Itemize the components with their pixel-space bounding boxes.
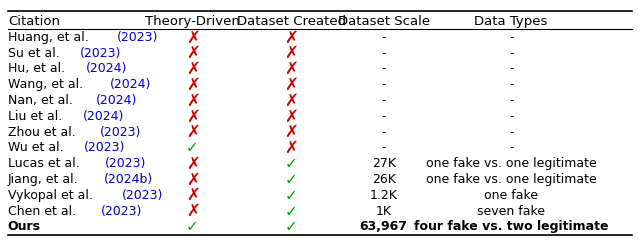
Text: four fake vs. two legitimate: four fake vs. two legitimate: [414, 220, 609, 233]
Text: ✗: ✗: [284, 76, 298, 94]
Text: ✓: ✓: [285, 172, 298, 187]
Text: Jiang, et al.: Jiang, et al.: [8, 173, 83, 186]
Text: -: -: [509, 94, 513, 107]
Text: ✗: ✗: [186, 44, 200, 62]
Text: (2023): (2023): [105, 157, 147, 170]
Text: Wu et al.: Wu et al.: [8, 141, 67, 154]
Text: (2023): (2023): [100, 126, 141, 139]
Text: ✗: ✗: [186, 60, 200, 78]
Text: 26K: 26K: [372, 173, 396, 186]
Text: seven fake: seven fake: [477, 205, 545, 218]
Text: (2023): (2023): [100, 205, 142, 218]
Text: ✗: ✗: [186, 92, 200, 110]
Text: -: -: [509, 141, 513, 154]
Text: (2024): (2024): [86, 62, 127, 75]
Text: ✗: ✗: [186, 107, 200, 125]
Text: ✗: ✗: [186, 155, 200, 173]
Text: 1K: 1K: [376, 205, 392, 218]
Text: -: -: [509, 126, 513, 139]
Text: Data Types: Data Types: [474, 15, 548, 28]
Text: -: -: [509, 62, 513, 75]
Text: ✓: ✓: [285, 188, 298, 203]
Text: ✗: ✗: [186, 123, 200, 141]
Text: Huang, et al.: Huang, et al.: [8, 31, 93, 44]
Text: -: -: [381, 141, 386, 154]
Text: ✗: ✗: [186, 76, 200, 94]
Text: ✗: ✗: [186, 171, 200, 188]
Text: ✗: ✗: [284, 123, 298, 141]
Text: ✓: ✓: [186, 219, 199, 234]
Text: Zhou et al.: Zhou et al.: [8, 126, 79, 139]
Text: ✗: ✗: [284, 44, 298, 62]
Text: one fake vs. one legitimate: one fake vs. one legitimate: [426, 157, 596, 170]
Text: Hu, et al.: Hu, et al.: [8, 62, 69, 75]
Text: Dataset Created: Dataset Created: [237, 15, 346, 28]
Text: ✗: ✗: [186, 186, 200, 204]
Text: (2023): (2023): [116, 31, 158, 44]
Text: Lucas et al.: Lucas et al.: [8, 157, 83, 170]
Text: 63,967: 63,967: [360, 220, 408, 233]
Text: ✗: ✗: [284, 92, 298, 110]
Text: -: -: [381, 94, 386, 107]
Text: Wang, et al.: Wang, et al.: [8, 78, 87, 91]
Text: (2023): (2023): [122, 189, 163, 202]
Text: -: -: [381, 126, 386, 139]
Text: one fake: one fake: [484, 189, 538, 202]
Text: (2024b): (2024b): [104, 173, 153, 186]
Text: 1.2K: 1.2K: [370, 189, 397, 202]
Text: (2024): (2024): [109, 78, 151, 91]
Text: -: -: [509, 110, 513, 123]
Text: (2023): (2023): [84, 141, 125, 154]
Text: ✗: ✗: [284, 107, 298, 125]
Text: -: -: [381, 47, 386, 60]
Text: ✗: ✗: [284, 28, 298, 46]
Text: Liu et al.: Liu et al.: [8, 110, 66, 123]
Text: -: -: [381, 62, 386, 75]
Text: (2024): (2024): [96, 94, 138, 107]
Text: -: -: [509, 78, 513, 91]
Text: -: -: [509, 47, 513, 60]
Text: ✓: ✓: [186, 140, 199, 155]
Text: ✗: ✗: [284, 60, 298, 78]
Text: -: -: [381, 78, 386, 91]
Text: Ours: Ours: [8, 220, 41, 233]
Text: Theory-Driven: Theory-Driven: [145, 15, 240, 28]
Text: Su et al.: Su et al.: [8, 47, 63, 60]
Text: Citation: Citation: [8, 15, 60, 28]
Text: Chen et al.: Chen et al.: [8, 205, 80, 218]
Text: -: -: [381, 31, 386, 44]
Text: ✗: ✗: [186, 202, 200, 220]
Text: Dataset Scale: Dataset Scale: [338, 15, 430, 28]
Text: 27K: 27K: [372, 157, 396, 170]
Text: one fake vs. one legitimate: one fake vs. one legitimate: [426, 173, 596, 186]
Text: Vykopal et al.: Vykopal et al.: [8, 189, 97, 202]
Text: ✗: ✗: [186, 28, 200, 46]
Text: ✗: ✗: [284, 139, 298, 157]
Text: (2023): (2023): [79, 47, 121, 60]
Text: ✓: ✓: [285, 204, 298, 219]
Text: Nan, et al.: Nan, et al.: [8, 94, 77, 107]
Text: ✓: ✓: [285, 219, 298, 234]
Text: -: -: [381, 110, 386, 123]
Text: ✓: ✓: [285, 156, 298, 171]
Text: -: -: [509, 31, 513, 44]
Text: (2024): (2024): [83, 110, 124, 123]
